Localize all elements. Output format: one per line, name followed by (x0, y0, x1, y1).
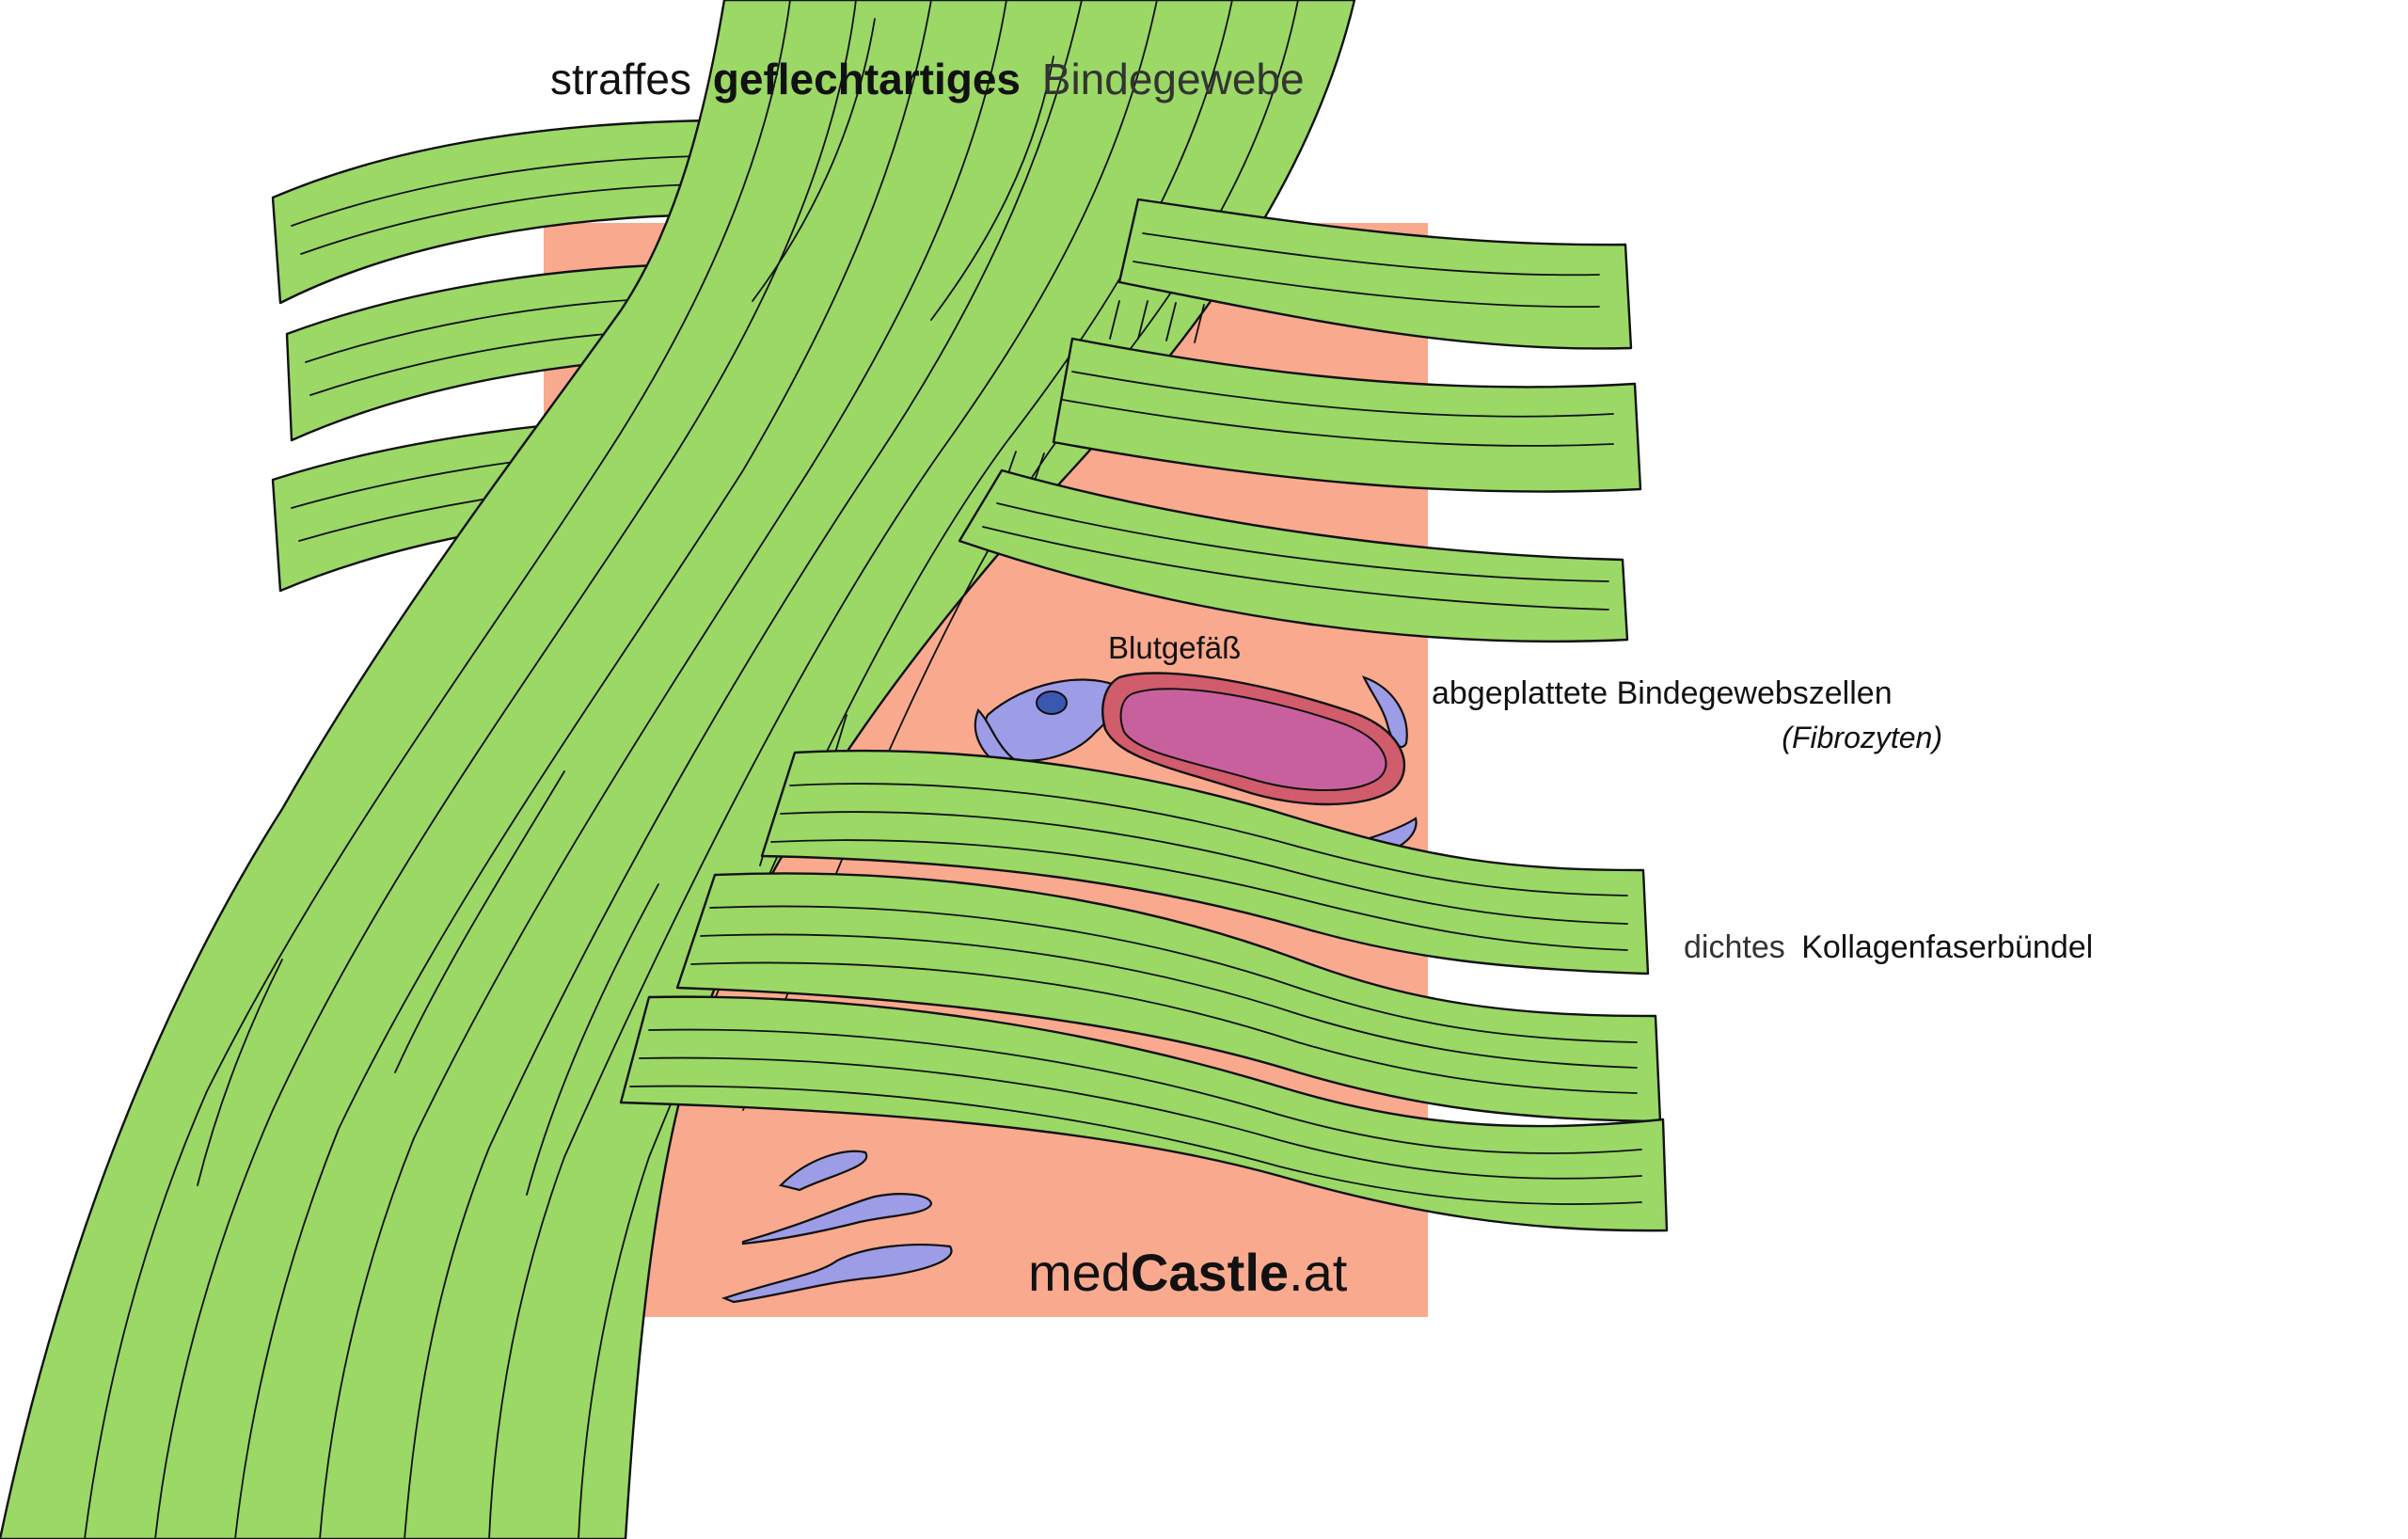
blood-vessel (1101, 672, 1406, 806)
title-suffix: Bindegewebe (1042, 55, 1305, 103)
collagen-label-main: Kollagenfaserbündel (1801, 929, 2093, 965)
right-lower-fiber-bundles (619, 749, 1669, 1232)
watermark-brand: Castle (1131, 1243, 1289, 1302)
fibrocyte-label-main: abgeplattete Bindegewebszellen (1432, 675, 1893, 711)
svg-text:medCastle.at: medCastle.at (1028, 1243, 1348, 1302)
watermark-prefix: med (1028, 1243, 1131, 1302)
title-emphasis: geflechtartiges (713, 55, 1021, 103)
collagen-bundle-label: dichtes Kollagenfaserbündel (1684, 929, 2093, 965)
medcastle-watermark: medCastle.at (1028, 1243, 1348, 1302)
title-prefix: straffes (550, 55, 691, 103)
blood-vessel-label: Blutgefäß (1108, 630, 1241, 665)
diagonal-fiber-bundle (0, 0, 1356, 1539)
fibrocyte-label: abgeplattete Bindegewebszellen (Fibrozyt… (1432, 675, 1942, 754)
collagen-label-prefix: dichtes (1684, 929, 1785, 965)
right-upper-fiber-bundles (958, 198, 1642, 643)
watermark-suffix: .at (1289, 1243, 1348, 1302)
svg-text:dichtes Kollagenfaserbün: dichtes Kollagenfaserbündel (1684, 929, 2093, 965)
fibrocyte-cells (721, 675, 1418, 1304)
diagram-title: straffes geflechtartiges Bindegewebe (550, 55, 1305, 103)
fibrocyte-label-sub: (Fibrozyten) (1782, 721, 1942, 754)
svg-text:straffes geflechtartiges: straffes geflechtartiges Bindegewebe (550, 55, 1305, 103)
